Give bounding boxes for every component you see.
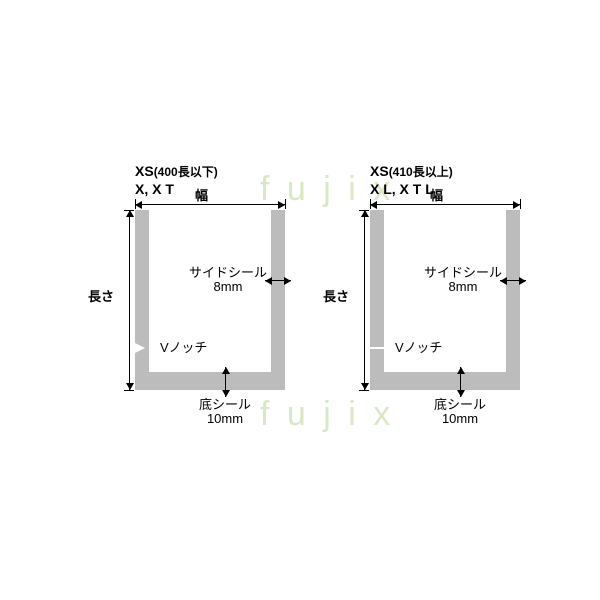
left-len-tick-b (124, 390, 134, 391)
left-bottomseal-text: 底シール (199, 397, 251, 412)
right-len-tick-b (359, 390, 369, 391)
left-length-label: 長さ (88, 290, 114, 304)
right-bottomseal-mm: 10mm (442, 411, 478, 426)
left-vnotch-label: Vノッチ (160, 341, 207, 355)
left-bottomseal-label: 底シール 10mm (190, 398, 260, 427)
right-sideseal-label: サイドシール 8mm (423, 266, 503, 295)
right-title-main: XS (370, 163, 389, 179)
right-width-arrow (370, 204, 520, 205)
right-sideseal-arrow (500, 280, 526, 281)
right-length-label: 長さ (323, 290, 349, 304)
right-length-arrow (364, 210, 365, 390)
left-title-main: XS (135, 163, 154, 179)
right-bag (370, 210, 520, 390)
left-sideseal-text: サイドシール (189, 265, 267, 280)
right-width-tick-r (520, 199, 521, 209)
right-bottomseal-arrow (460, 367, 461, 397)
left-width-arrow (135, 204, 285, 205)
left-bottomseal-arrow (225, 367, 226, 397)
right-title-paren: (410長以上) (389, 165, 453, 179)
left-sideseal-label: サイドシール 8mm (188, 266, 268, 295)
left-sideseal-mm: 8mm (214, 279, 243, 294)
right-bottomseal-text: 底シール (434, 397, 486, 412)
left-title-paren: (400長以下) (154, 165, 218, 179)
right-width-label: 幅 (430, 189, 443, 203)
left-width-tick-r (285, 199, 286, 209)
left-length-arrow (129, 210, 130, 390)
right-sideseal-text: サイドシール (424, 265, 502, 280)
left-sideseal-arrow (265, 280, 291, 281)
right-bottomseal-label: 底シール 10mm (425, 398, 495, 427)
right-sideseal-mm: 8mm (449, 279, 478, 294)
left-bottomseal-mm: 10mm (207, 411, 243, 426)
left-width-label: 幅 (195, 189, 208, 203)
right-vnotch-label: Vノッチ (395, 341, 442, 355)
left-bag (135, 210, 285, 390)
